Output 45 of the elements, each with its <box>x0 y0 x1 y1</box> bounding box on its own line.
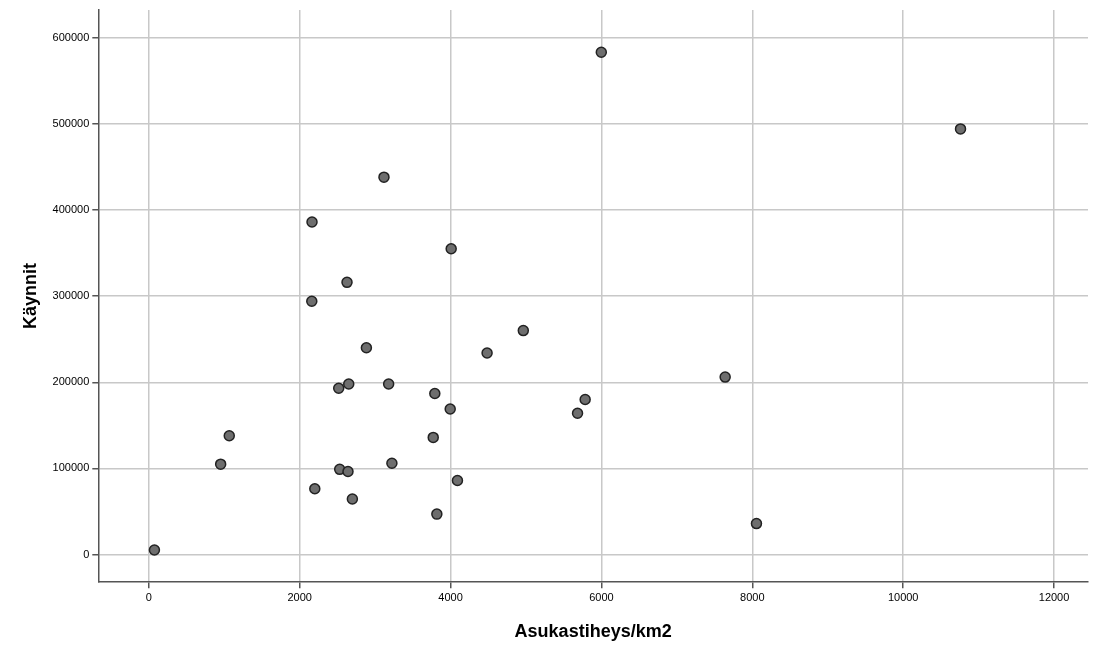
y-tick-label: 200000 <box>52 375 90 388</box>
point <box>429 387 441 400</box>
point <box>309 482 321 495</box>
point <box>445 242 457 255</box>
y-tick-label: 400000 <box>52 202 90 215</box>
point <box>750 517 763 530</box>
point <box>431 508 443 520</box>
y-tick-label: 0 <box>83 547 90 560</box>
point <box>343 378 355 390</box>
point <box>382 378 395 390</box>
y-tick-label: 600000 <box>52 30 90 43</box>
y-tick-label: 100000 <box>52 461 90 474</box>
point <box>360 342 373 354</box>
point <box>579 393 591 406</box>
point <box>341 276 353 289</box>
x-tick-label: 12000 <box>1038 590 1070 603</box>
point <box>306 216 318 228</box>
x-tick-label: 4000 <box>438 590 463 603</box>
point <box>386 457 398 470</box>
point <box>954 123 967 135</box>
point <box>214 458 227 470</box>
x-tick-label: 0 <box>145 590 152 603</box>
point <box>451 474 464 487</box>
point <box>719 371 731 383</box>
y-tick-label: 300000 <box>52 289 90 302</box>
point <box>148 544 161 556</box>
y-axis-title: Käynnit <box>19 263 40 330</box>
point <box>571 407 584 420</box>
point <box>444 403 456 415</box>
point <box>332 382 345 395</box>
point <box>378 171 390 183</box>
x-tick-label: 8000 <box>740 590 765 603</box>
point <box>346 493 359 505</box>
point <box>517 324 530 337</box>
x-tick-label: 10000 <box>887 590 919 603</box>
point <box>427 431 439 444</box>
point <box>223 429 236 442</box>
y-tick-label: 500000 <box>52 116 90 129</box>
point <box>342 465 354 478</box>
x-tick-label: 2000 <box>287 590 312 603</box>
point <box>595 46 608 58</box>
point <box>481 347 493 359</box>
point <box>306 295 318 308</box>
x-axis-title: Asukastiheys/km2 <box>514 621 672 642</box>
x-tick-label: 6000 <box>589 590 614 603</box>
